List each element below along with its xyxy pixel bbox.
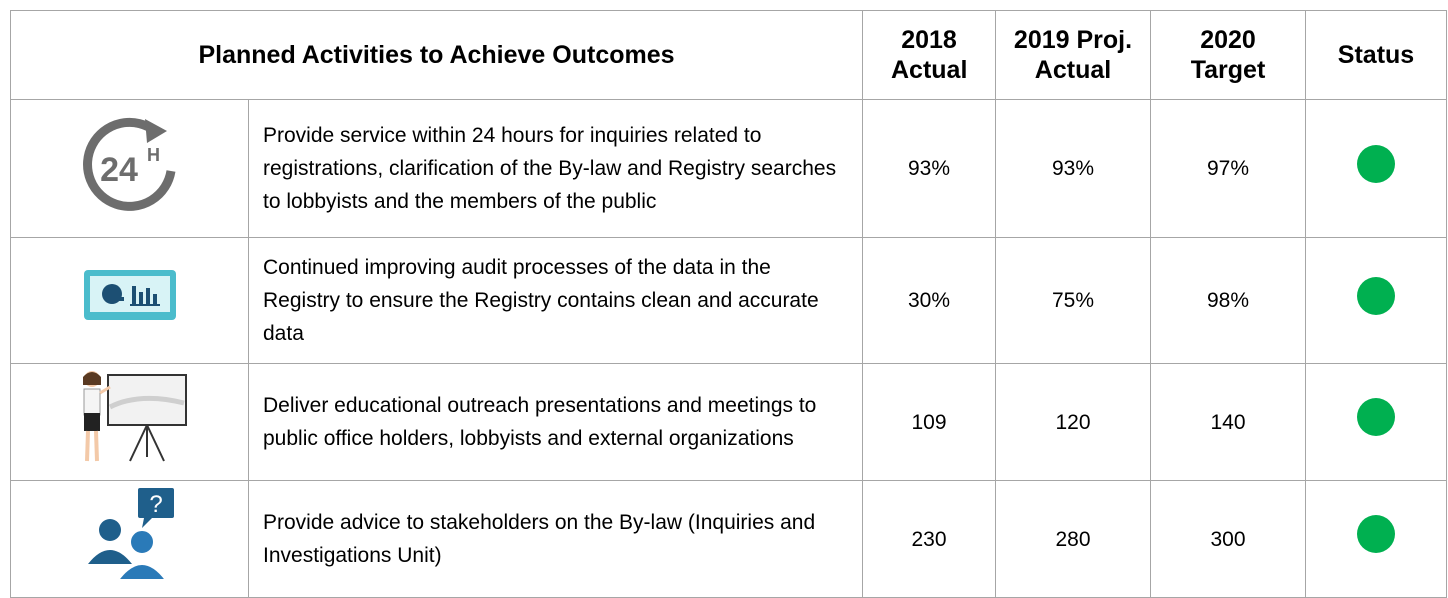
value: 93% xyxy=(862,99,996,238)
status-dot xyxy=(1357,398,1395,436)
status-dot xyxy=(1357,515,1395,553)
row: Deliver educational outreach presentatio… xyxy=(10,363,1447,481)
value: 300 xyxy=(1150,480,1306,598)
svg-text:H: H xyxy=(147,145,160,165)
status-cell xyxy=(1305,237,1447,364)
dashboard-icon xyxy=(83,269,176,320)
status-dot xyxy=(1357,276,1395,315)
header-cell: 2019 Proj. Actual xyxy=(995,10,1151,100)
icon-cell: 24 H xyxy=(10,99,249,238)
status-cell xyxy=(1305,363,1447,481)
activity: Provide advice to stakeholders on the By… xyxy=(248,480,863,598)
presenter-icon xyxy=(82,371,187,462)
header-cell: Status xyxy=(1305,10,1447,100)
activity: Continued improving audit processes of t… xyxy=(248,237,863,364)
row: Continued improving audit processes of t… xyxy=(10,237,1447,364)
activity: Deliver educational outreach presentatio… xyxy=(248,363,863,481)
header-cell: 2020 Target xyxy=(1150,10,1306,100)
row: ? Provide advice to stakeholders on the … xyxy=(10,480,1447,598)
value: 230 xyxy=(862,480,996,598)
outcomes-table: Planned Activities to Achieve Outcomes 2… xyxy=(10,10,1447,598)
svg-text:24: 24 xyxy=(100,151,138,189)
value: 98% xyxy=(1150,237,1306,364)
status-dot xyxy=(1357,144,1395,183)
value: 120 xyxy=(995,363,1151,481)
value: 97% xyxy=(1150,99,1306,238)
value: 140 xyxy=(1150,363,1306,481)
icon-cell: ? xyxy=(10,480,249,598)
status-cell xyxy=(1305,480,1447,598)
value: 109 xyxy=(862,363,996,481)
value: 93% xyxy=(995,99,1151,238)
svg-text:?: ? xyxy=(149,491,162,518)
clock-icon: 24 H xyxy=(82,117,175,211)
icon-cell xyxy=(10,237,249,364)
header-cell: Planned Activities to Achieve Outcomes xyxy=(10,10,863,100)
activity: Provide service within 24 hours for inqu… xyxy=(248,99,863,238)
advice-icon: ? xyxy=(87,488,174,581)
value: 30% xyxy=(862,237,996,364)
value: 280 xyxy=(995,480,1151,598)
status-cell xyxy=(1305,99,1447,238)
value: 75% xyxy=(995,237,1151,364)
header-row: Planned Activities to Achieve Outcomes 2… xyxy=(10,10,1447,100)
row: 24 H Provide service within 24 hours for… xyxy=(10,99,1447,238)
header-cell: 2018 Actual xyxy=(862,10,996,100)
icon-cell xyxy=(10,363,249,481)
